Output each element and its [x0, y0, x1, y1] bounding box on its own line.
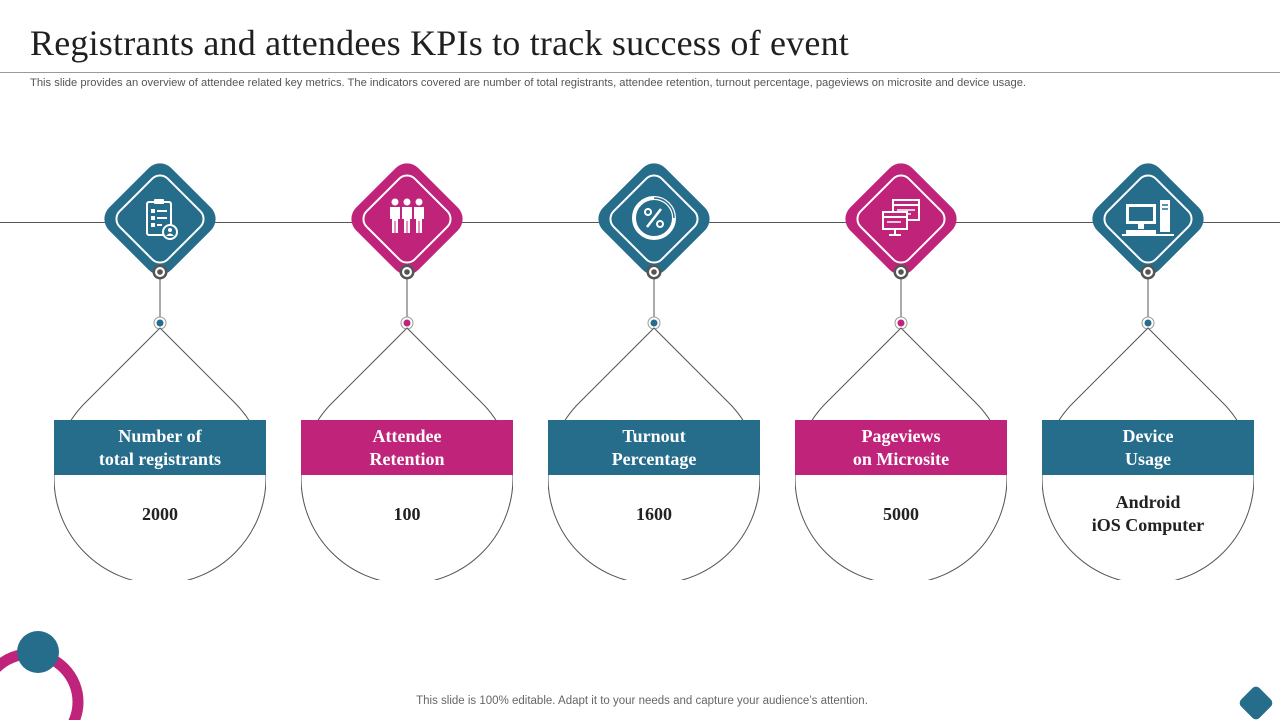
- kpi-label-band: Device Usage: [1042, 420, 1254, 475]
- kpi-label-line1: Turnout: [622, 425, 686, 446]
- kpi-value-line1: 1600: [636, 503, 672, 524]
- kpi-value: Android iOS Computer: [1054, 490, 1242, 538]
- kpi-label-line2: Percentage: [611, 448, 697, 469]
- kpi-value-line1: 100: [393, 503, 421, 524]
- kpi-label-band: Attendee Retention: [301, 420, 513, 475]
- browser-window-icon: [865, 186, 937, 250]
- kpi-card-registrants: Number of total registrants 2000: [54, 150, 266, 580]
- kpi-value-line2: iOS Computer: [1091, 515, 1205, 535]
- kpi-label-line2: on Microsite: [852, 448, 950, 469]
- kpi-value-line1: 5000: [883, 503, 919, 524]
- decorative-corner-diamond: [1239, 686, 1273, 720]
- kpi-value: 2000: [66, 490, 254, 538]
- desktop-computer-icon: [1112, 186, 1184, 250]
- people-group-icon: [371, 186, 443, 250]
- kpi-value: 5000: [807, 490, 995, 538]
- kpi-card-device-usage: Device Usage Android iOS Computer: [1042, 150, 1254, 580]
- kpi-label-line1: Device: [1122, 425, 1174, 446]
- kpi-card-retention: Attendee Retention 100: [301, 150, 513, 580]
- registration-clipboard-icon: [124, 186, 196, 250]
- kpi-label-line2: Usage: [1125, 448, 1171, 469]
- kpi-label-line1: Number of: [118, 425, 202, 446]
- kpi-value: 100: [313, 490, 501, 538]
- title-divider: [0, 72, 1280, 73]
- kpi-label-line1: Attendee: [372, 425, 442, 446]
- kpi-label-band: Number of total registrants: [54, 420, 266, 475]
- kpi-label-line2: Retention: [369, 448, 445, 469]
- slide-subtitle: This slide provides an overview of atten…: [30, 77, 1027, 89]
- percentage-icon: [618, 186, 690, 250]
- kpi-label-band: Pageviews on Microsite: [795, 420, 1007, 475]
- kpi-label-band: Turnout Percentage: [548, 420, 760, 475]
- footer-note: This slide is 100% editable. Adapt it to…: [416, 695, 868, 707]
- kpi-value-line1: 2000: [142, 503, 178, 524]
- kpi-label-line2: total registrants: [98, 448, 222, 469]
- decorative-ring-shape: [0, 631, 84, 720]
- kpi-card-pageviews: Pageviews on Microsite 5000: [795, 150, 1007, 580]
- kpi-card-turnout: Turnout Percentage 1600: [548, 150, 760, 580]
- kpi-value-line1: Android: [1115, 492, 1181, 512]
- kpi-label-line1: Pageviews: [861, 425, 941, 446]
- kpi-value: 1600: [560, 490, 748, 538]
- slide-title: Registrants and attendees KPIs to track …: [30, 23, 849, 63]
